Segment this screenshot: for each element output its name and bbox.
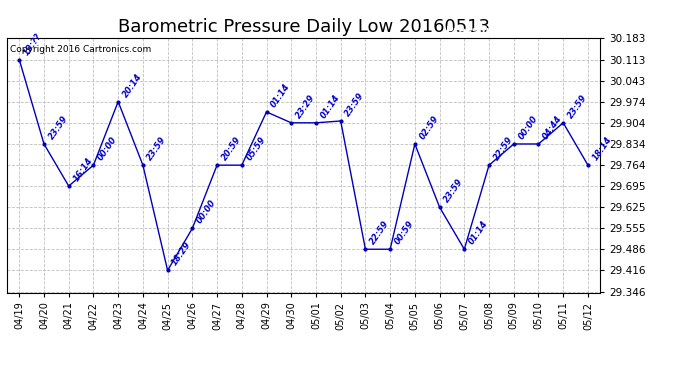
Text: 05:59: 05:59 xyxy=(244,135,267,162)
Text: 00:00: 00:00 xyxy=(96,135,119,162)
Text: 01:14: 01:14 xyxy=(467,219,490,246)
Text: 19:??: 19:?? xyxy=(22,31,43,57)
Text: 00:59: 00:59 xyxy=(393,219,415,246)
Text: 18:29: 18:29 xyxy=(170,240,193,268)
Text: 00:00: 00:00 xyxy=(195,198,218,226)
Text: 23:29: 23:29 xyxy=(294,93,317,120)
Text: 20:59: 20:59 xyxy=(220,135,243,162)
Text: 20:14: 20:14 xyxy=(121,72,144,99)
Text: 01:14: 01:14 xyxy=(269,82,292,109)
Text: 02:59: 02:59 xyxy=(417,114,440,141)
Text: 23:59: 23:59 xyxy=(146,135,168,162)
Text: 01:14: 01:14 xyxy=(319,93,342,120)
Text: 23:59: 23:59 xyxy=(47,114,70,141)
Text: 23:59: 23:59 xyxy=(566,93,589,120)
Text: 23:59: 23:59 xyxy=(344,91,366,118)
Text: 04:44: 04:44 xyxy=(541,114,564,141)
Text: 00:00: 00:00 xyxy=(517,114,540,141)
Text: 23:59: 23:59 xyxy=(442,177,465,204)
Title: Barometric Pressure Daily Low 20160513: Barometric Pressure Daily Low 20160513 xyxy=(117,18,490,36)
Text: Copyright 2016 Cartronics.com: Copyright 2016 Cartronics.com xyxy=(10,45,151,54)
Text: 22:59: 22:59 xyxy=(492,135,515,162)
Text: 16:14: 16:14 xyxy=(72,156,95,183)
Text: 18:14: 18:14 xyxy=(591,135,613,162)
Text: 22:59: 22:59 xyxy=(368,219,391,246)
Text: Pressure  (Inches/Hg): Pressure (Inches/Hg) xyxy=(446,27,572,36)
